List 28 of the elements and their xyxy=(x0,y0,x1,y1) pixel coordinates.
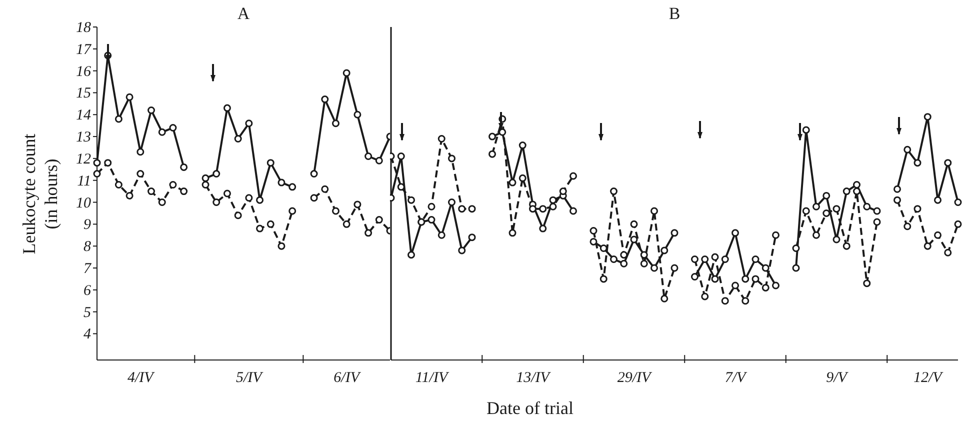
x-tick-label: 11/IV xyxy=(415,370,450,386)
x-tick-label: 5/IV xyxy=(236,370,264,386)
y-tick-label: 15 xyxy=(76,86,92,102)
y-tick-label: 7 xyxy=(84,260,92,277)
x-tick-label: 4/IV xyxy=(127,370,156,386)
y-tick-label: 16 xyxy=(76,64,92,80)
y-tick-label: 10 xyxy=(76,195,92,212)
y-tick-label: 14 xyxy=(76,108,92,124)
x-tick-label: 9/V xyxy=(826,370,849,386)
y-tick-label: 13 xyxy=(76,130,91,146)
y-tick-label: 8 xyxy=(84,239,92,256)
y-tick-label: 4 xyxy=(84,326,92,343)
x-tick-label: 29/IV xyxy=(617,370,652,386)
x-axis-title: Date of trial xyxy=(486,398,574,419)
chart-title: A xyxy=(236,4,251,24)
y-tick-label: 9 xyxy=(84,217,92,234)
y-tick-label: 17 xyxy=(76,42,92,58)
y-tick-label: 18 xyxy=(76,20,92,36)
y-axis-title: Leukocyte count (in hours) xyxy=(18,132,62,256)
y-tick-label: 6 xyxy=(84,282,92,299)
x-tick-label: 12/V xyxy=(913,370,944,386)
x-tick-label: 13/IV xyxy=(516,370,552,386)
y-tick-label: 11 xyxy=(77,173,91,190)
x-tick-label: 6/IV xyxy=(334,370,362,386)
chart-title: B xyxy=(668,4,682,24)
y-tick-label: 12 xyxy=(76,151,92,168)
y-tick-label: 5 xyxy=(84,304,92,321)
x-tick-label: 7/V xyxy=(724,370,748,386)
